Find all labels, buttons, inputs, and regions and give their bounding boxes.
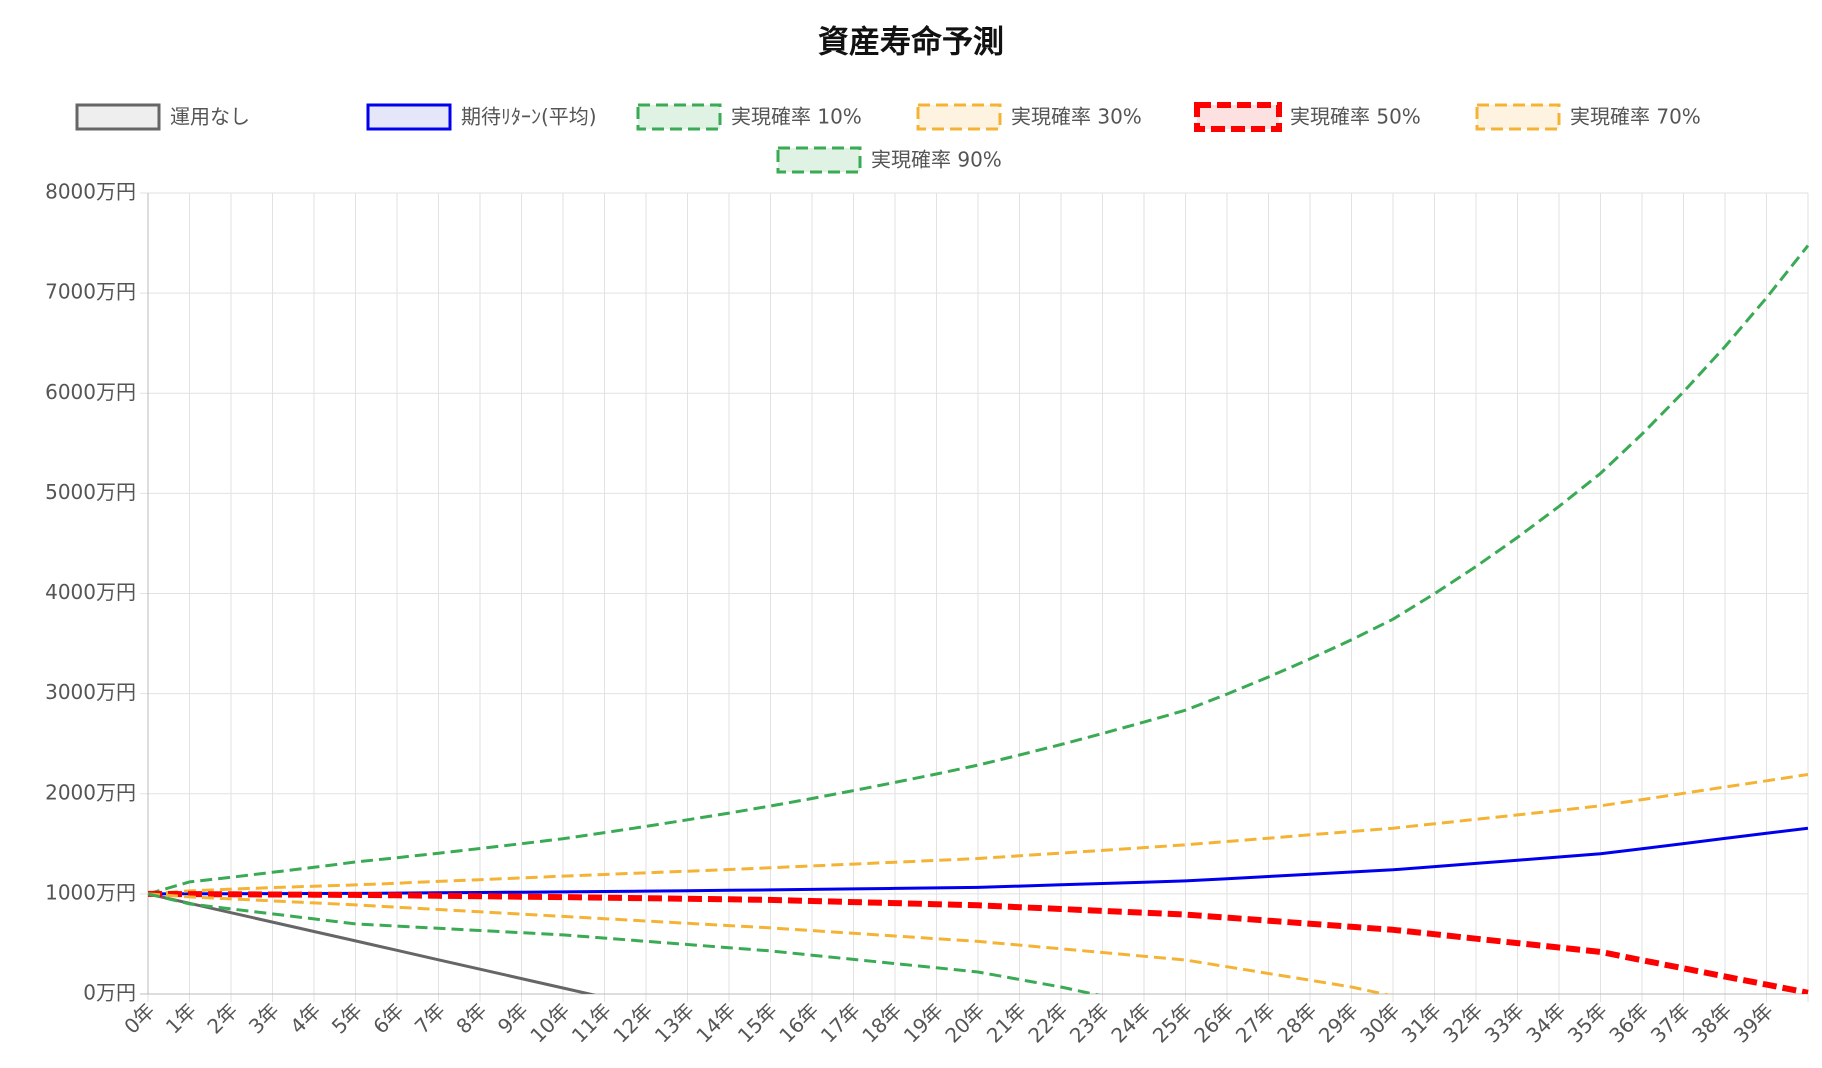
x-tick-label: 8年 (451, 998, 491, 1038)
legend-swatch (916, 103, 1002, 131)
y-tick-label: 8000万円 (45, 180, 136, 204)
legend-swatch (366, 103, 452, 131)
legend-swatch (1475, 103, 1561, 131)
series-line (148, 244, 1810, 896)
x-tick-label: 10年 (525, 998, 574, 1047)
x-tick-label: 23年 (1065, 998, 1114, 1047)
chart-title: 資産寿命予測 (818, 25, 1004, 61)
x-tick-label: 21年 (982, 998, 1031, 1047)
x-tick-label: 16年 (774, 998, 823, 1047)
x-tick-label: 6年 (368, 998, 408, 1038)
series-line (148, 826, 1809, 896)
x-tick-label: 19年 (899, 998, 948, 1047)
x-tick-label: 20年 (940, 998, 989, 1047)
x-tick-label: 18年 (857, 998, 906, 1047)
plot-area (148, 244, 1810, 994)
x-tick-label: 3年 (244, 998, 284, 1038)
x-tick-label: 36年 (1604, 998, 1653, 1047)
y-tick-label: 1000万円 (45, 880, 136, 904)
x-tick-label: 24年 (1106, 998, 1155, 1047)
x-tick-label: 30年 (1355, 998, 1404, 1047)
x-tick-label: 13年 (650, 998, 699, 1047)
x-tick-label: 5年 (327, 998, 367, 1038)
legend-label: 運用なし (170, 105, 250, 129)
x-tick-label: 35年 (1563, 998, 1612, 1047)
x-tick-label: 4年 (285, 998, 325, 1038)
x-tick-label: 2年 (202, 998, 242, 1038)
x-tick-label: 31年 (1397, 998, 1446, 1047)
legend-swatch (636, 103, 722, 131)
y-tick-label: 4000万円 (45, 580, 136, 604)
y-tick-label: 3000万円 (45, 680, 136, 704)
legend-label: 実現確率 10% (731, 105, 862, 129)
series-line (148, 892, 597, 994)
x-tick-label: 37年 (1646, 998, 1695, 1047)
x-tick-label: 1年 (161, 998, 201, 1038)
y-tick-label: 6000万円 (45, 380, 136, 404)
x-tick-label: 26年 (1189, 998, 1238, 1047)
x-tick-label: 33年 (1480, 998, 1529, 1047)
y-tick-label: 0万円 (83, 981, 136, 1005)
legend-swatch (75, 103, 161, 131)
legend-label: 実現確率 90% (871, 148, 1002, 172)
x-tick-label: 32年 (1438, 998, 1487, 1047)
x-tick-label: 28年 (1272, 998, 1321, 1047)
x-tick-label: 25年 (1148, 998, 1197, 1047)
x-tick-label: 15年 (733, 998, 782, 1047)
x-tick-label: 12年 (608, 998, 657, 1047)
y-tick-label: 2000万円 (45, 780, 136, 804)
x-tick-label: 17年 (816, 998, 865, 1047)
series-line (148, 892, 1101, 994)
legend-label: 期待ﾘﾀｰﾝ(平均) (461, 105, 597, 129)
legend-label: 実現確率 70% (1570, 105, 1701, 129)
series-line (148, 892, 1391, 994)
x-tick-label: 29年 (1314, 998, 1363, 1047)
series-line (148, 773, 1809, 896)
x-tick-label: 14年 (691, 998, 740, 1047)
series-line (148, 890, 1809, 994)
x-tick-label: 34年 (1521, 998, 1570, 1047)
legend-label: 実現確率 30% (1011, 105, 1142, 129)
legend-label: 実現確率 50% (1290, 105, 1421, 129)
legend-swatch (776, 146, 862, 174)
x-tick-label: 11年 (567, 998, 616, 1047)
x-tick-label: 22年 (1023, 998, 1072, 1047)
x-tick-label: 38年 (1687, 998, 1736, 1047)
y-tick-label: 5000万円 (45, 480, 136, 504)
y-tick-label: 7000万円 (45, 280, 136, 304)
legend-swatch (1194, 102, 1282, 132)
x-tick-label: 7年 (410, 998, 450, 1038)
x-tick-label: 27年 (1231, 998, 1280, 1047)
x-tick-label: 39年 (1729, 998, 1778, 1047)
